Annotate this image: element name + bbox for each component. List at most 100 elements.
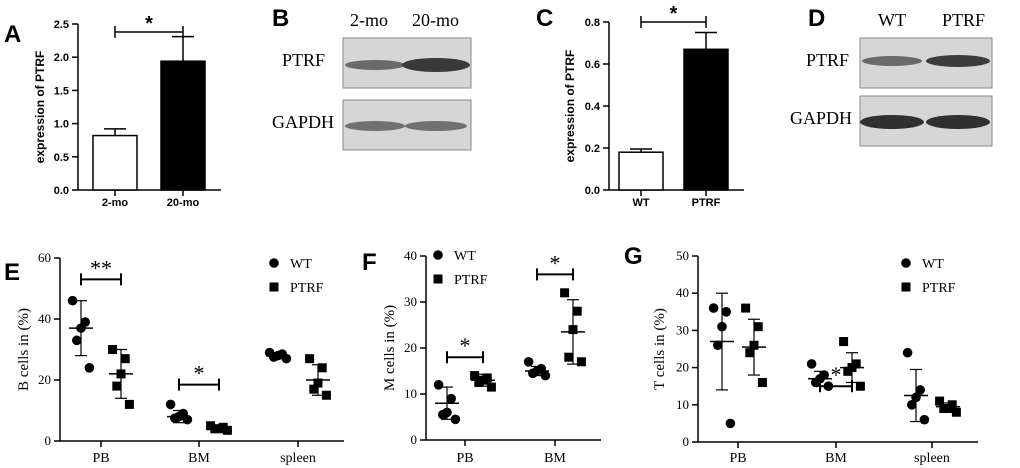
point-WT-PB-4 bbox=[84, 363, 95, 373]
y-tick-label-4: 40 bbox=[404, 248, 417, 263]
bar-2-mo bbox=[92, 134, 138, 191]
legend-marker-WT bbox=[269, 258, 279, 268]
y-tick-label-3: 0.6 bbox=[585, 59, 600, 71]
x-tick-label-1: BM bbox=[544, 451, 566, 466]
y-tick-label-4: 0.8 bbox=[585, 17, 600, 29]
y-axis-label: expression of PTRF bbox=[33, 51, 47, 164]
point-WT-PB-3 bbox=[713, 340, 723, 351]
blot-b-band-gapdh-2 bbox=[405, 121, 467, 131]
blot-d-row-1: PTRF bbox=[806, 50, 849, 70]
y-tick-label-2: 1.0 bbox=[54, 119, 69, 131]
x-tick-label-0: WT bbox=[632, 197, 649, 209]
significance-star-0: ** bbox=[90, 255, 112, 280]
y-tick-label-3: 60 bbox=[38, 250, 51, 265]
x-tick-label-0: PB bbox=[456, 451, 473, 466]
point-WT-BM-3 bbox=[811, 377, 821, 388]
point-WT-BM-0 bbox=[523, 357, 534, 367]
x-tick-label-2: spleen bbox=[914, 451, 950, 466]
point-WT-PB-0 bbox=[708, 303, 719, 313]
legend-label-PTRF: PTRF bbox=[922, 281, 956, 296]
y-tick-label-2: 20 bbox=[404, 340, 417, 355]
y-tick-label-5: 50 bbox=[676, 248, 689, 263]
point-PTRF-spleen-3 bbox=[939, 404, 949, 414]
y-tick-label-1: 0.2 bbox=[585, 143, 600, 155]
point-WT-PB-0 bbox=[433, 380, 444, 390]
point-PTRF-spleen-0 bbox=[305, 354, 315, 364]
blot-b-row-1: PTRF bbox=[282, 50, 325, 70]
y-tick-label-0: 0.0 bbox=[54, 185, 69, 197]
y-tick-label-1: 10 bbox=[676, 397, 689, 412]
point-PTRF-BM-3 bbox=[564, 352, 574, 362]
significance-star-1: * bbox=[550, 250, 561, 275]
panel-label-a: A bbox=[4, 21, 21, 48]
point-PTRF-PB-3 bbox=[474, 378, 484, 387]
legend-label-WT: WT bbox=[922, 257, 944, 272]
point-WT-PB-3 bbox=[438, 409, 448, 420]
x-tick-label-0: 2-mo bbox=[102, 197, 129, 209]
point-WT-BM-3 bbox=[170, 413, 180, 423]
point-PTRF-PB-1 bbox=[753, 322, 763, 332]
panel-label-b: B bbox=[272, 5, 289, 32]
y-tick-label-1: 10 bbox=[404, 386, 417, 401]
significance-star-0: * bbox=[831, 362, 842, 387]
point-PTRF-spleen-3 bbox=[309, 384, 319, 394]
significance-star-0: * bbox=[670, 3, 678, 25]
legend-label-WT: WT bbox=[290, 257, 312, 272]
bar-WT bbox=[618, 151, 664, 191]
legend-label-PTRF: PTRF bbox=[454, 273, 488, 288]
y-axis-label: expression of PTRF bbox=[563, 50, 577, 163]
blot-b-band-ptrf-2 bbox=[402, 58, 470, 72]
blot-d-band-gapdh-2 bbox=[926, 115, 990, 129]
point-PTRF-spleen-0 bbox=[935, 396, 945, 406]
point-WT-BM-4 bbox=[540, 370, 551, 381]
y-tick-label-3: 30 bbox=[404, 294, 417, 309]
bar-chart-c: 0.0 0.2 0.4 0.6 0.8 expression of PTRF WT PTRF * bbox=[563, 3, 744, 209]
point-PTRF-BM-0 bbox=[560, 288, 570, 298]
significance-star-0: * bbox=[145, 13, 153, 35]
point-PTRF-PB-0 bbox=[741, 303, 751, 313]
point-PTRF-BM-3 bbox=[843, 366, 853, 376]
legend-marker-PTRF bbox=[433, 274, 443, 284]
legend-marker-WT bbox=[433, 250, 443, 260]
y-tick-label-2: 0.4 bbox=[585, 101, 601, 113]
point-PTRF-PB-4 bbox=[124, 399, 134, 409]
point-WT-PB-1 bbox=[721, 307, 731, 317]
panel-label-g: G bbox=[624, 243, 643, 270]
x-tick-label-0: PB bbox=[729, 451, 746, 466]
point-WT-PB-4 bbox=[725, 418, 736, 429]
y-tick-label-4: 2.0 bbox=[54, 52, 69, 64]
significance-star-1: * bbox=[194, 361, 205, 386]
y-tick-label-0: 0 bbox=[683, 434, 690, 449]
scatter-chart-f: 0 10 20 30 40 M cells in (%) PB BM * * WT PTRF bbox=[382, 248, 601, 466]
y-tick-label-1: 0.5 bbox=[54, 152, 69, 164]
point-PTRF-BM-4 bbox=[855, 381, 865, 391]
significance-star-0: * bbox=[460, 333, 471, 358]
blot-d-band-gapdh-1 bbox=[860, 115, 924, 129]
y-tick-label-3: 30 bbox=[676, 322, 689, 337]
point-WT-BM-0 bbox=[806, 359, 817, 369]
x-tick-label-2: spleen bbox=[280, 451, 316, 466]
point-PTRF-PB-3 bbox=[745, 348, 755, 358]
y-tick-label-2: 40 bbox=[38, 311, 51, 326]
blot-d-band-ptrf-2 bbox=[926, 55, 990, 67]
point-WT-BM-3 bbox=[528, 368, 538, 379]
panel-label-c: C bbox=[536, 5, 553, 32]
blot-d-band-ptrf-1 bbox=[862, 56, 922, 66]
point-WT-PB-4 bbox=[450, 414, 461, 425]
blot-b-lane-2: 20-mo bbox=[412, 10, 459, 30]
x-tick-label-1: PTRF bbox=[692, 197, 721, 209]
point-PTRF-BM-1 bbox=[572, 306, 582, 316]
y-tick-label-4: 40 bbox=[676, 285, 689, 300]
y-tick-label-2: 20 bbox=[676, 360, 689, 375]
panel-label-e: E bbox=[4, 259, 20, 286]
blot-d-row-2: GAPDH bbox=[790, 108, 852, 128]
western-blot-d: WT PTRF PTRF GAPDH bbox=[790, 10, 993, 147]
point-WT-PB-3 bbox=[72, 335, 82, 346]
point-WT-BM-0 bbox=[165, 399, 176, 410]
scatter-chart-g: 0 10 20 30 40 50 T cells in (%) PB BM spleen * WT PT… bbox=[652, 248, 978, 466]
y-tick-label-1: 20 bbox=[38, 372, 51, 387]
y-axis-label: B cells in (%) bbox=[16, 308, 32, 391]
blot-b-band-ptrf-1 bbox=[345, 60, 405, 70]
legend-marker-PTRF bbox=[269, 282, 279, 292]
blot-b-lane-1: 2-mo bbox=[350, 10, 388, 30]
